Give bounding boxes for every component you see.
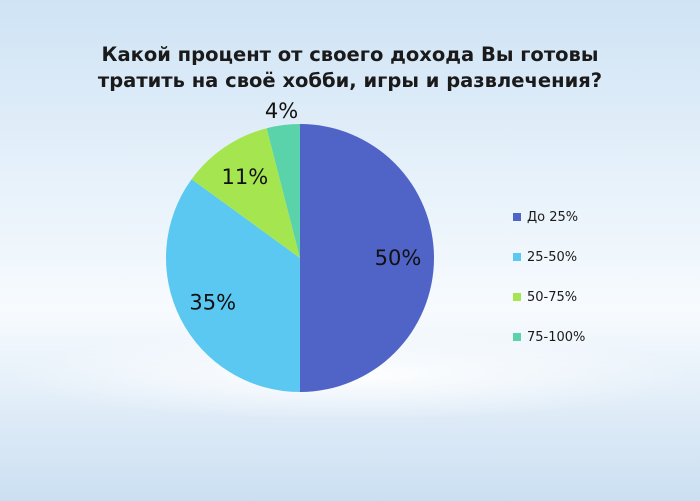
pie-slice [191, 128, 300, 258]
legend-item-25-50: 25-50% [513, 237, 585, 277]
legend-label: 75-100% [527, 329, 586, 345]
slice-value-label: 35% [189, 291, 236, 315]
pie-slice [266, 124, 300, 258]
legend-label: До 25% [527, 209, 579, 225]
pie-slice [166, 179, 300, 392]
chart-title-line-1: Какой процент от своего дохода Вы готовы [101, 43, 599, 66]
chart-title-line-2: тратить на своё хобби, игры и развлечени… [97, 69, 603, 92]
legend-label: 50-75% [527, 289, 578, 305]
chart-title: Какой процент от своего дохода Вы готовы… [0, 42, 700, 94]
pie-slice [300, 124, 434, 392]
legend-item-do-25: До 25% [513, 197, 585, 237]
legend-swatch [513, 293, 521, 301]
chart-legend: До 25% 25-50% 50-75% 75-100% [513, 197, 585, 357]
legend-item-75-100: 75-100% [513, 317, 585, 357]
slice-value-label: 11% [222, 165, 269, 189]
legend-item-50-75: 50-75% [513, 277, 585, 317]
legend-label: 25-50% [527, 249, 578, 265]
legend-swatch [513, 213, 521, 221]
legend-swatch [513, 253, 521, 261]
slice-value-label: 50% [375, 246, 422, 270]
legend-swatch [513, 333, 521, 341]
slice-value-label: 4% [265, 99, 298, 123]
